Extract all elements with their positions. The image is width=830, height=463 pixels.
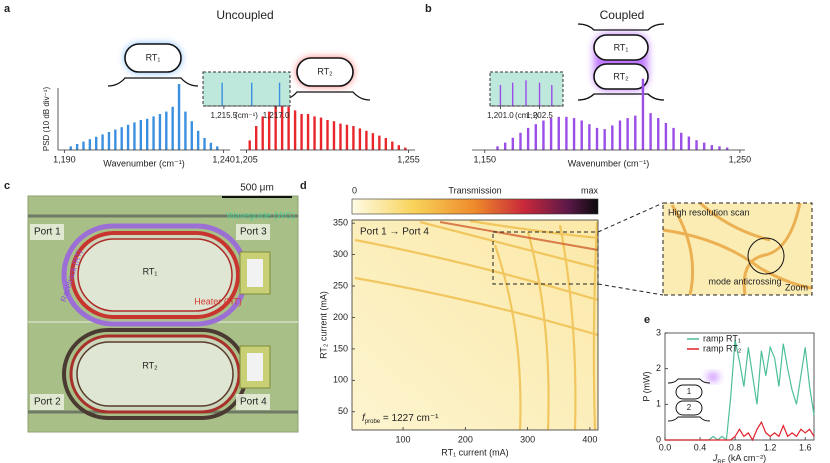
x-tick-label: 200 — [458, 434, 473, 444]
heatmap — [352, 220, 598, 430]
ring-label: RT₂ — [142, 360, 158, 370]
y-tick-label: 250 — [333, 280, 348, 290]
ring-label: 1 — [687, 387, 692, 396]
x-tick-label: 1,190 — [53, 154, 76, 164]
port-label: Port 2 — [34, 397, 61, 408]
probe-label-symbol: f — [362, 413, 366, 424]
y-tick-label: 2 — [656, 363, 661, 373]
ring-label: RT₁ — [143, 266, 158, 276]
port-label: Port 4 — [240, 397, 267, 408]
data-line — [665, 339, 815, 442]
colorbar-label: Transmission — [448, 185, 501, 195]
heater-label: Heater (HT) — [194, 296, 242, 306]
colorbar-min: 0 — [352, 185, 357, 195]
y-axis-label: RT₂ current (mA) — [318, 291, 328, 359]
x-tick-label: 1.2 — [764, 442, 777, 452]
x-axis-label: (cm⁻¹) — [235, 111, 258, 120]
x-axis-label-symbol: J — [712, 453, 718, 463]
y-tick-label: 0 — [656, 434, 661, 444]
zoom-connector — [597, 283, 664, 296]
zoom-annotation: mode anticrossing — [708, 276, 781, 286]
x-tick-label: 1,240 — [212, 154, 235, 164]
ring-icon: RT₂ — [279, 57, 371, 101]
x-axis-label-subscript: RF — [717, 460, 725, 463]
y-tick-label: 300 — [333, 249, 348, 259]
y-tick-label: 350 — [333, 218, 348, 228]
ring-label: 2 — [687, 403, 692, 412]
ring-label: RT₁ — [614, 42, 629, 52]
ring-label: RT₁ — [146, 52, 161, 62]
ring-icon: 1 2 — [667, 373, 719, 422]
x-axis-label: JRF (kA cm⁻²) — [712, 453, 766, 463]
x-tick-label: 1,217.0 — [263, 111, 290, 120]
y-tick-label: 3 — [656, 327, 661, 337]
ring-label: RT₂ — [613, 71, 629, 81]
legend-label: ramp RT₂ — [703, 343, 742, 353]
x-tick-label: 1,215.5 — [211, 111, 238, 120]
plot-frame — [351, 219, 599, 431]
resonance-ridges — [354, 219, 599, 431]
port-label: Port 3 — [240, 227, 267, 238]
zoom-title: High resolution scan — [668, 207, 750, 217]
y-tick-label: 1 — [656, 399, 661, 409]
waveguide-label: Waveguide (WG) — [226, 210, 295, 220]
port-label: Port 1 — [34, 227, 61, 238]
x-tick-label: 0.4 — [694, 442, 707, 452]
panel-label: e — [644, 314, 650, 326]
x-axis-label: RT₁ current (mA) — [441, 447, 508, 457]
ring-icon: RT₁ — [107, 43, 199, 87]
panel-label: d — [300, 180, 307, 192]
data-line — [665, 420, 815, 442]
y-axis-label: P (mW) — [641, 371, 651, 401]
panel-label: b — [425, 3, 432, 15]
x-tick-label: 1.6 — [799, 442, 812, 452]
probe-label-rest: = 1227 cm⁻¹ — [380, 413, 439, 424]
y-axis-label: PSD (10 dB div⁻¹) — [42, 87, 51, 152]
ring-icon: RT₁ RT₂ — [577, 23, 665, 101]
zoom-region — [492, 231, 599, 285]
x-axis-label: Wavenumber (cm⁻¹) — [568, 158, 649, 168]
x-tick-label: 1,202.5 — [526, 111, 553, 120]
x-tick-label: 1,255 — [397, 154, 420, 164]
resonance-ridge — [439, 221, 599, 251]
ring-label: RT₂ — [317, 66, 333, 76]
zoom-connector — [597, 202, 664, 233]
panel-label: a — [4, 3, 11, 15]
y-tick-label: 200 — [333, 312, 348, 322]
y-tick-label: 50 — [338, 406, 348, 416]
inset-frame — [489, 71, 564, 107]
x-tick-label: 0.0 — [659, 442, 672, 452]
inset-background — [203, 72, 290, 106]
x-axis-label: (cm⁻¹) — [515, 111, 538, 120]
colorbar-max: max — [581, 185, 599, 195]
x-tick-label: 0.8 — [729, 442, 742, 452]
probe-label-subscript: probe — [365, 419, 381, 425]
inset-frame — [202, 71, 291, 107]
x-tick-label: 1,250 — [729, 154, 752, 164]
zoom-corner-label: Zoom — [785, 282, 808, 292]
x-tick-label: 1,205 — [235, 154, 258, 164]
x-tick-label: 1,150 — [473, 154, 496, 164]
x-tick-label: 100 — [396, 434, 411, 444]
y-tick-label: 150 — [333, 343, 348, 353]
x-axis-label-rest: (kA cm⁻²) — [725, 453, 766, 463]
plot-frame — [664, 332, 815, 441]
panel-title: Uncoupled — [216, 8, 273, 22]
colorbar — [351, 198, 599, 215]
probe-label: fprobe = 1227 cm⁻¹ — [362, 413, 439, 425]
x-axis-label: Wavenumber (cm⁻¹) — [103, 158, 184, 168]
micrograph — [27, 195, 299, 433]
legend-label: ramp RT₁ — [703, 333, 741, 343]
x-tick-label: 1,201.0 — [487, 111, 514, 120]
y-tick-label: 100 — [333, 375, 348, 385]
panel-title: Coupled — [600, 8, 645, 22]
scale-bar-label: 500 μm — [240, 183, 274, 194]
x-tick-label: 400 — [582, 434, 597, 444]
panel-label: c — [4, 180, 10, 192]
zoom-inset — [662, 201, 813, 296]
annotation: Port 1 → Port 4 — [360, 227, 429, 238]
x-tick-label: 300 — [520, 434, 535, 444]
